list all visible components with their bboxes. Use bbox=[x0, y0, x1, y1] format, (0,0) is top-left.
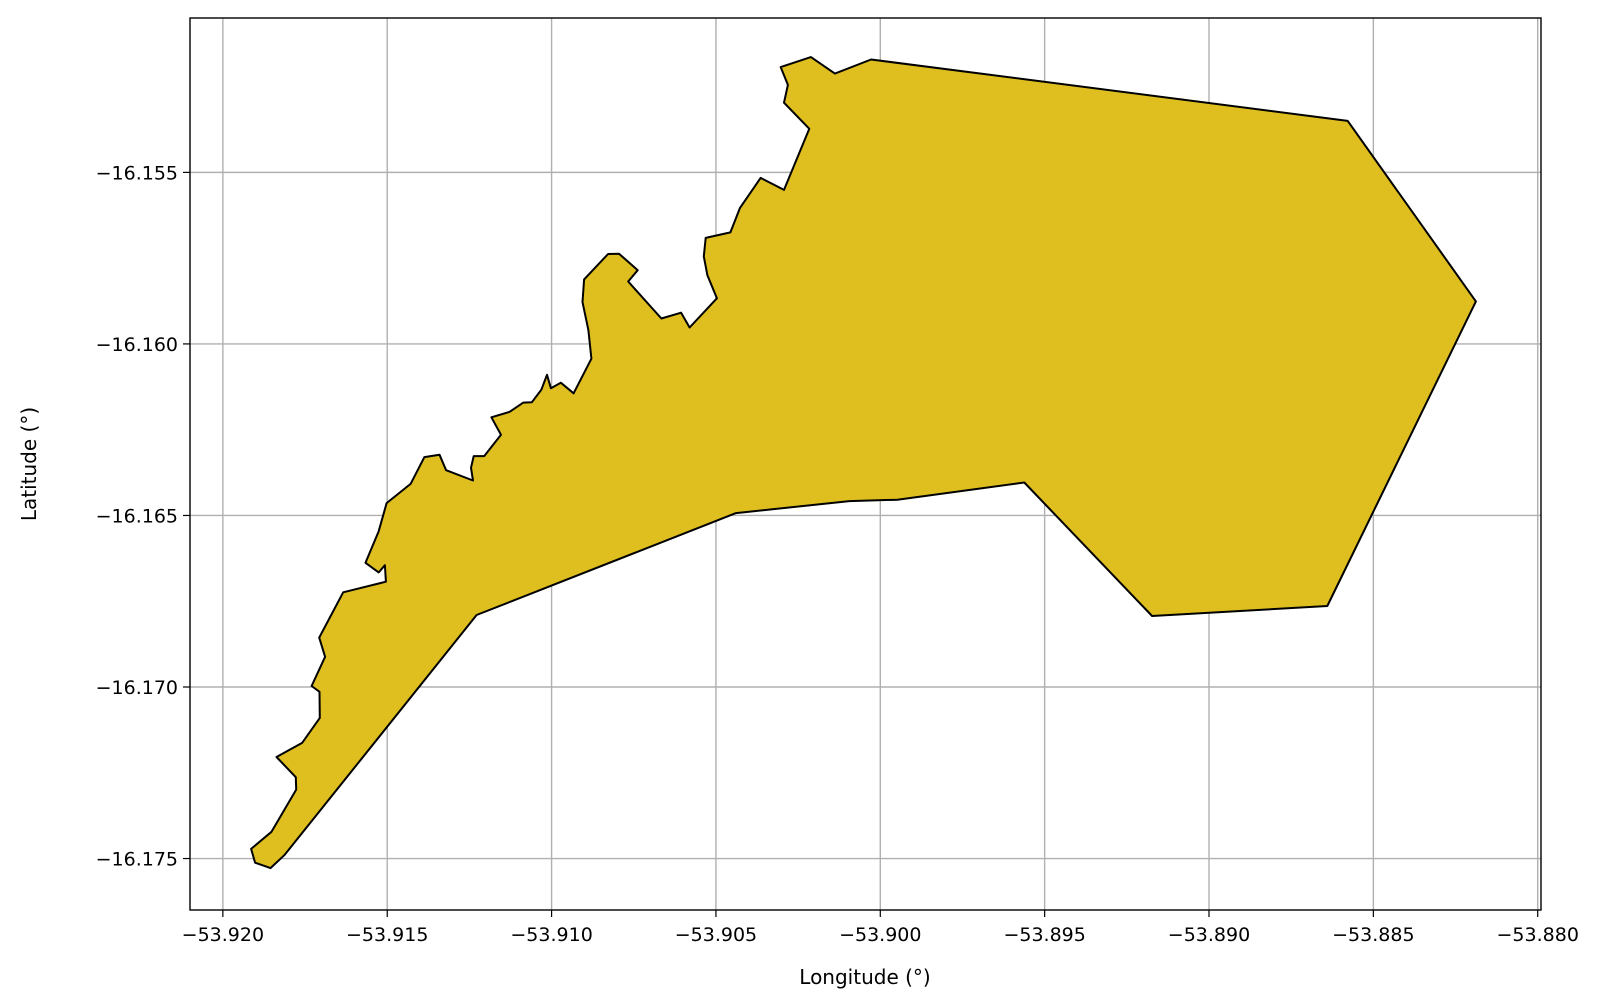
x-axis-ticks: −53.920 −53.915 −53.910 −53.905 −53.900 −53.8… bbox=[182, 910, 1579, 946]
y-tick-label: −16.170 bbox=[96, 677, 178, 699]
y-tick-label: −16.155 bbox=[96, 162, 178, 184]
x-tick-label: −53.880 bbox=[1497, 924, 1579, 946]
x-tick-label: −53.910 bbox=[510, 924, 592, 946]
x-axis-label: Longitude (°) bbox=[799, 965, 930, 989]
y-tick-label: −16.165 bbox=[96, 505, 178, 527]
x-tick-label: −53.890 bbox=[1168, 924, 1250, 946]
y-axis-ticks: −16.155 −16.160 −16.165 −16.170 −16.175 bbox=[96, 162, 190, 871]
x-tick-label: −53.895 bbox=[1003, 924, 1085, 946]
x-tick-label: −53.915 bbox=[346, 924, 428, 946]
region-polygon bbox=[250, 56, 1477, 870]
x-tick-label: −53.905 bbox=[675, 924, 757, 946]
y-tick-label: −16.160 bbox=[96, 334, 178, 356]
x-tick-label: −53.900 bbox=[839, 924, 921, 946]
x-tick-label: −53.885 bbox=[1332, 924, 1414, 946]
plot-frame bbox=[189, 17, 1542, 911]
y-axis-label: Latitude (°) bbox=[17, 407, 41, 521]
y-tick-label: −16.175 bbox=[96, 849, 178, 871]
x-tick-label: −53.920 bbox=[182, 924, 264, 946]
